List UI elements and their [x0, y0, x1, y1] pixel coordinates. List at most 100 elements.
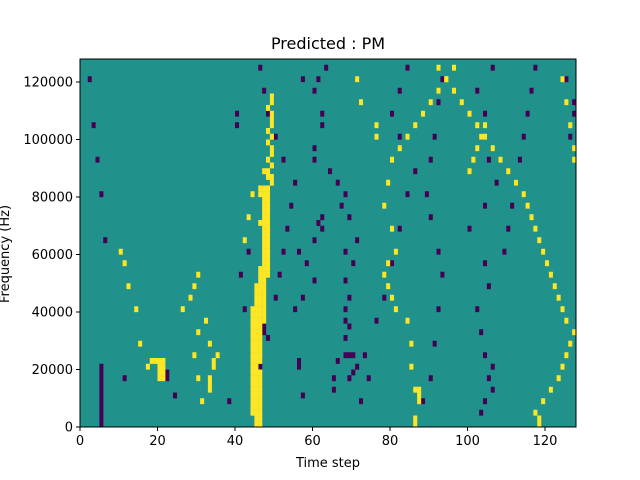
- heatmap-cell-low: [331, 375, 336, 382]
- heatmap-cell-low: [285, 225, 290, 232]
- heatmap-cell-high: [258, 220, 263, 226]
- heatmap-cell-high: [533, 225, 538, 232]
- heatmap-cell-high: [250, 392, 255, 399]
- heatmap-cell-low: [366, 375, 371, 382]
- heatmap-cell-low: [258, 64, 263, 71]
- heatmap-cell-low: [525, 110, 530, 117]
- heatmap-cell-high: [207, 375, 212, 382]
- heatmap-cell-high: [269, 133, 274, 140]
- heatmap-cell-high: [262, 300, 267, 307]
- heatmap-cell-low: [517, 156, 522, 163]
- heatmap-cell-low: [343, 335, 348, 341]
- heatmap-cell-low: [324, 64, 329, 71]
- heatmap-cell-high: [262, 237, 267, 244]
- heatmap-cell-low: [490, 64, 495, 71]
- heatmap-cell-high: [254, 352, 259, 359]
- heatmap-cell-low: [320, 122, 325, 129]
- heatmap-cell-low: [328, 168, 333, 175]
- heatmap-cell-high: [262, 306, 267, 313]
- heatmap-cell-high: [266, 197, 271, 203]
- heatmap-cell-low: [235, 122, 240, 129]
- heatmap-cell-low: [266, 335, 271, 341]
- heatmap-cell-high: [254, 294, 259, 301]
- heatmap-cell-high: [192, 283, 197, 290]
- heatmap-cell-high: [266, 128, 271, 134]
- heatmap-cell-low: [262, 329, 267, 336]
- heatmap-cell-high: [161, 375, 166, 382]
- heatmap-cell-high: [514, 179, 519, 186]
- heatmap-cell-high: [250, 404, 255, 410]
- heatmap-cell-high: [157, 375, 162, 382]
- heatmap-cell-low: [572, 99, 577, 106]
- heatmap-cell-low: [436, 248, 441, 255]
- heatmap-cell-high: [204, 317, 209, 324]
- heatmap-cell-high: [258, 392, 263, 399]
- heatmap-cell-low: [258, 363, 263, 370]
- heatmap-cell-low: [87, 76, 92, 83]
- heatmap-cell-low: [316, 220, 321, 226]
- heatmap-cell-high: [475, 122, 480, 129]
- heatmap-cell-low: [467, 225, 472, 232]
- heatmap-cell-low: [533, 64, 538, 71]
- heatmap-cell-low: [320, 214, 325, 221]
- heatmap-cell-low: [428, 375, 433, 382]
- heatmap-cell-low: [99, 415, 104, 422]
- heatmap-cell-low: [494, 179, 499, 186]
- heatmap-cell-high: [250, 375, 255, 382]
- heatmap-cell-low: [343, 352, 348, 359]
- heatmap-cell-low: [521, 133, 526, 140]
- heatmap-cell-high: [254, 289, 259, 295]
- heatmap-cell-high: [211, 363, 216, 370]
- heatmap-cell-high: [521, 191, 526, 198]
- heatmap-cell-low: [281, 248, 286, 255]
- heatmap-cell-high: [250, 409, 255, 416]
- heatmap-cell-high: [258, 191, 263, 198]
- heatmap-cell-high: [157, 369, 162, 376]
- heatmap-cell-high: [250, 386, 255, 393]
- heatmap-cell-low: [428, 156, 433, 163]
- heatmap-cell-low: [351, 352, 356, 359]
- heatmap-cell-high: [564, 352, 569, 359]
- heatmap-cell-high: [254, 415, 259, 422]
- heatmap-cell-high: [254, 392, 259, 399]
- heatmap-cell-high: [556, 375, 561, 382]
- heatmap-cell-low: [351, 369, 356, 376]
- heatmap-cell-high: [161, 363, 166, 370]
- heatmap-cell-high: [262, 220, 267, 226]
- heatmap-cell-low: [343, 317, 348, 324]
- heatmap-cell-low: [99, 392, 104, 399]
- x-tick-label: 0: [76, 434, 84, 449]
- heatmap-cell-low: [405, 64, 410, 71]
- heatmap-cell-high: [254, 386, 259, 393]
- heatmap-cell-high: [118, 248, 123, 255]
- heatmap-cell-high: [262, 271, 267, 278]
- heatmap-cell-high: [258, 421, 263, 428]
- heatmap-cell-low: [227, 398, 232, 405]
- heatmap-cell-high: [262, 225, 267, 232]
- heatmap-cell-low: [374, 317, 379, 324]
- heatmap-cell-high: [413, 386, 418, 393]
- heatmap-cell-low: [289, 202, 294, 209]
- heatmap-cell-high: [537, 237, 542, 244]
- heatmap-cell-high: [262, 277, 267, 284]
- heatmap-cell-low: [490, 363, 495, 370]
- heatmap-cell-low: [335, 358, 340, 364]
- heatmap-cell-high: [269, 162, 274, 169]
- heatmap-cell-low: [262, 323, 267, 330]
- heatmap-cell-low: [440, 271, 445, 278]
- heatmap-cell-high: [269, 99, 274, 106]
- heatmap-cell-low: [486, 156, 491, 163]
- heatmap-cell-high: [537, 415, 542, 422]
- heatmap-cell-high: [258, 294, 263, 301]
- heatmap-cell-high: [258, 409, 263, 416]
- heatmap-cell-high: [188, 294, 193, 301]
- heatmap-cell-low: [273, 133, 278, 140]
- heatmap-cell-high: [498, 156, 503, 163]
- heatmap-cell-low: [428, 214, 433, 221]
- heatmap-cell-high: [254, 363, 259, 370]
- heatmap-cell-low: [103, 237, 108, 244]
- heatmap-cell-high: [560, 306, 565, 313]
- heatmap-cell-high: [258, 271, 263, 278]
- heatmap-cell-low: [347, 375, 352, 382]
- heatmap-cell-low: [405, 191, 410, 198]
